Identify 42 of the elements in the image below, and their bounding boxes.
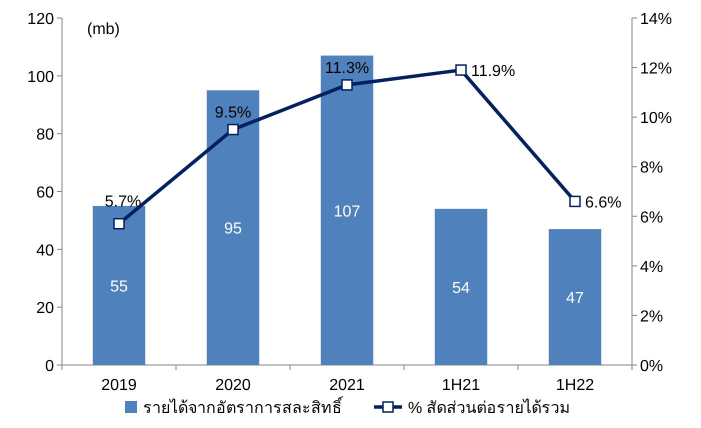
y-tick-label: 100 [27,68,54,86]
data-label: 54 [452,280,470,297]
y-tick-label: 40 [36,242,54,260]
bar [434,208,488,365]
point [113,218,125,230]
y2-tick-label: 14% [640,11,672,28]
y2-tick-label: 6% [640,209,664,226]
x-tick-label: 2019 [101,377,137,394]
data-label: 11.9% [471,63,516,80]
data-label: 47 [566,290,584,308]
point [341,79,353,91]
x-tick-label: 1H22 [556,377,594,394]
point [455,64,467,76]
y2-tick-label: 4% [640,258,664,276]
y-tick-label: 120 [27,11,54,28]
y-tick-label: 0 [45,358,54,375]
data-label: 55 [110,278,128,296]
data-label: 95 [224,220,242,238]
point [569,196,581,208]
annotation: (mb) [87,21,120,38]
data-label: 6.6% [585,194,622,212]
point [227,124,239,136]
legend-label: % สัดส่วนต่อรายได้รวม [408,398,571,417]
bar [548,229,602,365]
y-tick-label: 20 [36,300,54,318]
bar [206,90,260,365]
x-tick-label: 2020 [215,377,251,394]
y-tick-label: 60 [36,184,54,202]
y2-tick-label: 10% [640,110,672,128]
bar [320,56,374,365]
legend-label: รายได้จากอัตราการสละสิทธิ์ [143,396,344,417]
y-tick-label: 80 [36,126,54,144]
y2-tick-label: 12% [640,60,672,78]
data-label: 11.3% [324,60,370,77]
x-tick-label: 1H21 [442,377,480,394]
y2-tick-label: 0% [640,358,664,375]
bar [92,206,146,365]
data-label: 107 [334,203,360,220]
data-label: 9.5% [214,104,252,122]
y2-tick-label: 8% [640,160,664,177]
y2-tick-label: 2% [640,308,664,326]
x-tick-label: 2021 [329,377,365,394]
